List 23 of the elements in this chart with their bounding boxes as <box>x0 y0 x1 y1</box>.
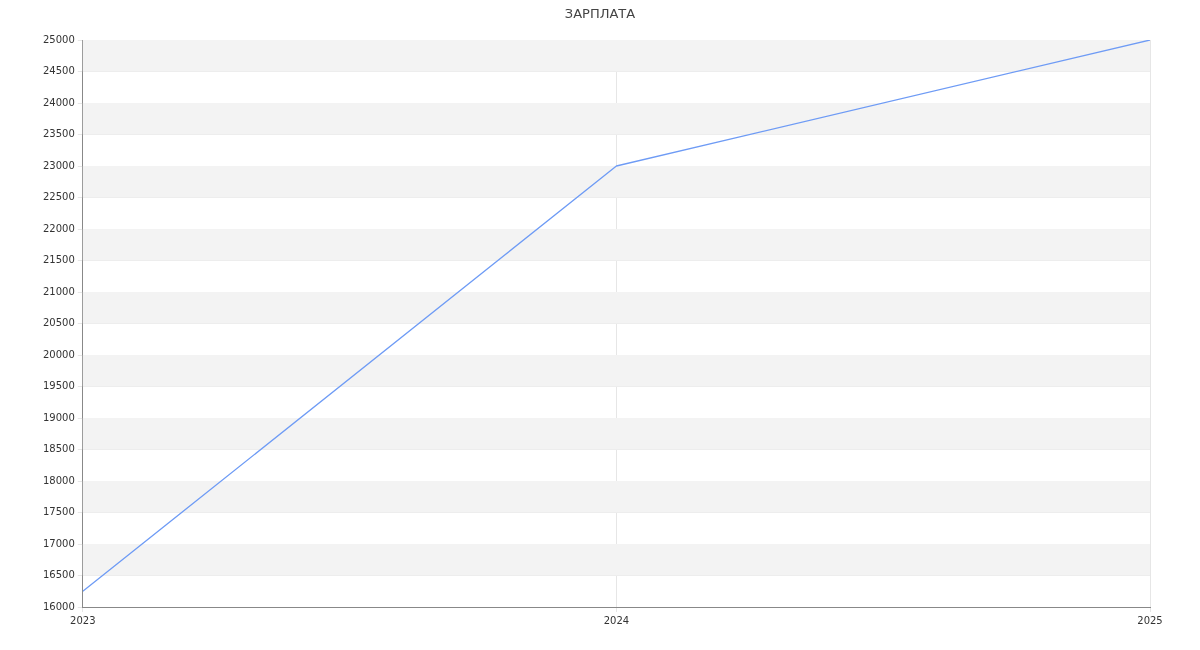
chart-title: ЗАРПЛАТА <box>563 6 637 21</box>
y-tick-label: 20500 <box>43 317 75 329</box>
x-tick-label: 2024 <box>603 614 630 626</box>
y-tick-label: 18000 <box>43 474 75 486</box>
y-tick-label: 16000 <box>43 600 75 612</box>
y-tick-label: 24000 <box>43 96 75 108</box>
y-tick-label: 22000 <box>43 222 75 234</box>
y-tick-label: 19500 <box>43 380 75 392</box>
y-tick-label: 23000 <box>43 159 75 171</box>
x-tick-label: 2025 <box>1137 614 1163 626</box>
y-tick-label: 25000 <box>43 33 75 45</box>
y-tick-label: 21000 <box>43 285 75 297</box>
x-tick-label: 2023 <box>70 614 96 626</box>
y-tick-label: 16500 <box>43 569 75 581</box>
y-tick-label: 17500 <box>43 506 75 518</box>
y-tick-label: 23500 <box>43 128 75 140</box>
y-tick-label: 21500 <box>43 254 75 266</box>
y-tick-label: 19000 <box>43 411 75 423</box>
y-tick-label: 22500 <box>43 191 75 203</box>
y-tick-label: 18500 <box>43 443 75 455</box>
y-tick-label: 17000 <box>43 537 75 549</box>
y-tick-label: 24500 <box>43 65 75 77</box>
y-tick-label: 20000 <box>43 348 75 360</box>
